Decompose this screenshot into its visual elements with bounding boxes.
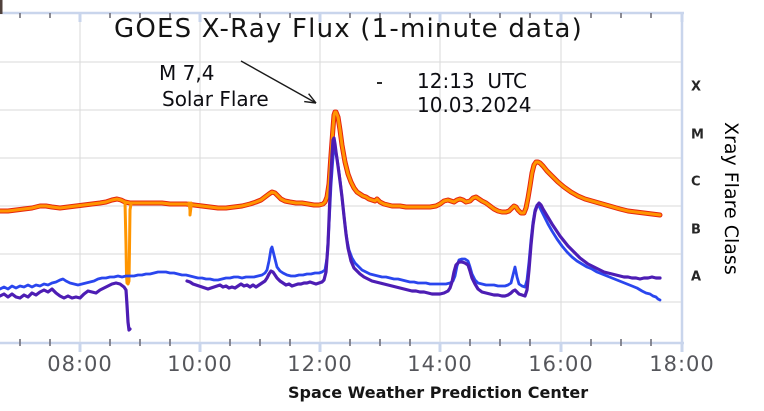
class-label-M: M [691, 127, 704, 143]
source-credit: Space Weather Prediction Center [288, 383, 589, 402]
flare-name-label: Solar Flare [162, 87, 269, 111]
flare-magnitude-label: M 7,4 [159, 61, 215, 85]
class-label-C: C [691, 174, 701, 190]
series-long-orange-segment [123, 200, 133, 286]
event-date-label: 10.03.2024 [417, 93, 532, 117]
event-time-label: 12:13 UTC [417, 69, 527, 93]
series-long-orange [0, 110, 662, 217]
x-tick-label-08:00: 08:00 [47, 352, 113, 376]
flare-arrow [240, 60, 317, 104]
y-axis-title: Xray Flare Class [720, 122, 742, 275]
corner-stub-mark [0, 0, 3, 14]
x-tick-label-12:00: 12:00 [287, 352, 353, 376]
series-long-orange-segment [187, 201, 193, 217]
x-tick-label-14:00: 14:00 [407, 352, 473, 376]
x-tick-label-18:00: 18:00 [649, 352, 715, 376]
flare-arrowhead [304, 100, 317, 104]
chart-title: GOES X-Ray Flux (1-minute data) [114, 14, 584, 44]
x-tick-label-16:00: 16:00 [528, 352, 594, 376]
series-short-purple-segment [185, 136, 662, 298]
class-label-A: A [691, 269, 702, 285]
stray-dash-mark [377, 82, 382, 84]
flare-arrowhead [308, 93, 317, 104]
class-label-B: B [691, 222, 701, 238]
x-tick-label-10:00: 10:00 [167, 352, 233, 376]
class-label-X: X [691, 79, 702, 95]
series-short-purple-segment [0, 281, 132, 332]
